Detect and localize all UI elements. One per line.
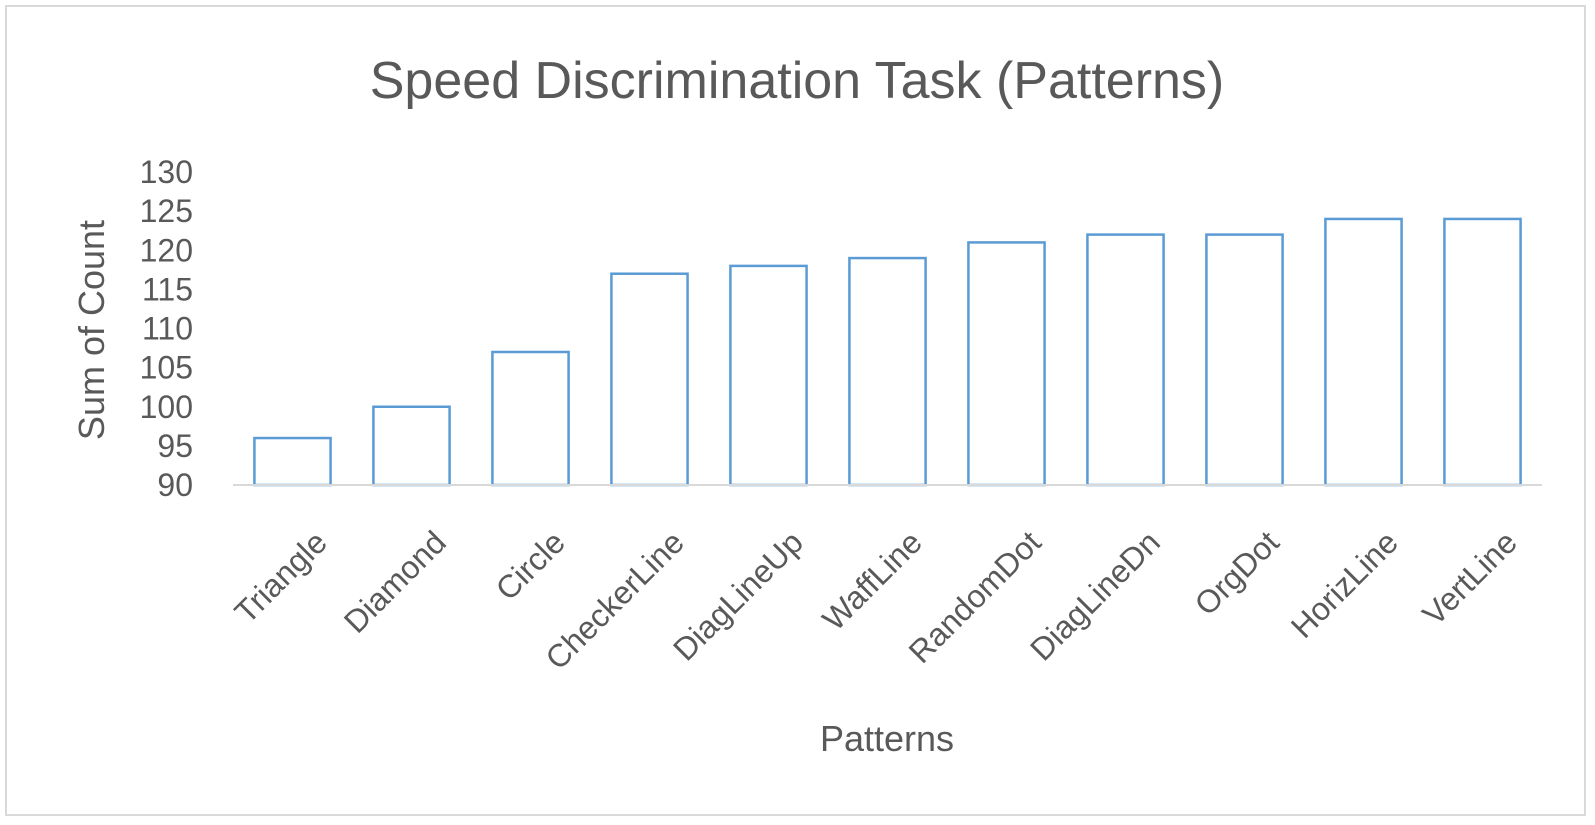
x-tick-label-diaglineup: DiagLineUp: [666, 524, 810, 668]
y-tick-label: 120: [140, 232, 193, 268]
y-axis-title: Sum of Count: [71, 220, 112, 440]
y-tick-label: 90: [157, 467, 193, 503]
bar-vertline: [1443, 217, 1522, 487]
y-tick-label: 100: [140, 389, 193, 425]
bar-checkerline: [610, 272, 689, 487]
x-tick-label-vertline: VertLine: [1415, 524, 1523, 632]
y-tick-label: 130: [140, 154, 193, 190]
bar-diamond: [372, 405, 451, 487]
bar-circle: [491, 350, 570, 487]
x-tick-label-diamond: Diamond: [337, 524, 453, 640]
bar-triangle: [253, 436, 332, 487]
x-axis-ticks: Triangle Diamond CircleCheckerLineDiagLine…: [227, 524, 1523, 677]
y-tick-label: 95: [157, 428, 193, 464]
x-axis-title: Patterns: [820, 718, 954, 759]
x-tick-label-circle: Circle: [489, 524, 572, 607]
bars-group: [253, 217, 1522, 487]
bar-diaglinedn: [1086, 233, 1165, 487]
y-tick-label: 105: [140, 350, 193, 386]
y-tick-label: 125: [140, 193, 193, 229]
y-tick-label: 115: [142, 271, 193, 307]
x-tick-label-diaglinedn: DiagLineDn: [1023, 524, 1167, 668]
bar-diaglineup: [729, 264, 808, 487]
bar-randomdot: [967, 241, 1046, 487]
bar-horizline: [1324, 217, 1403, 487]
x-tick-label-triangle: Triangle: [227, 524, 333, 630]
bar-orgdot: [1205, 233, 1284, 487]
chart-title: Speed Discrimination Task (Patterns): [370, 52, 1225, 110]
x-tick-label-waffline: WaffLine: [815, 524, 929, 638]
x-tick-label-horizline: HorizLine: [1284, 524, 1405, 645]
bar-waffline: [848, 256, 927, 487]
y-tick-label: 110: [142, 311, 193, 347]
x-tick-label-orgdot: OrgDot: [1187, 524, 1285, 622]
